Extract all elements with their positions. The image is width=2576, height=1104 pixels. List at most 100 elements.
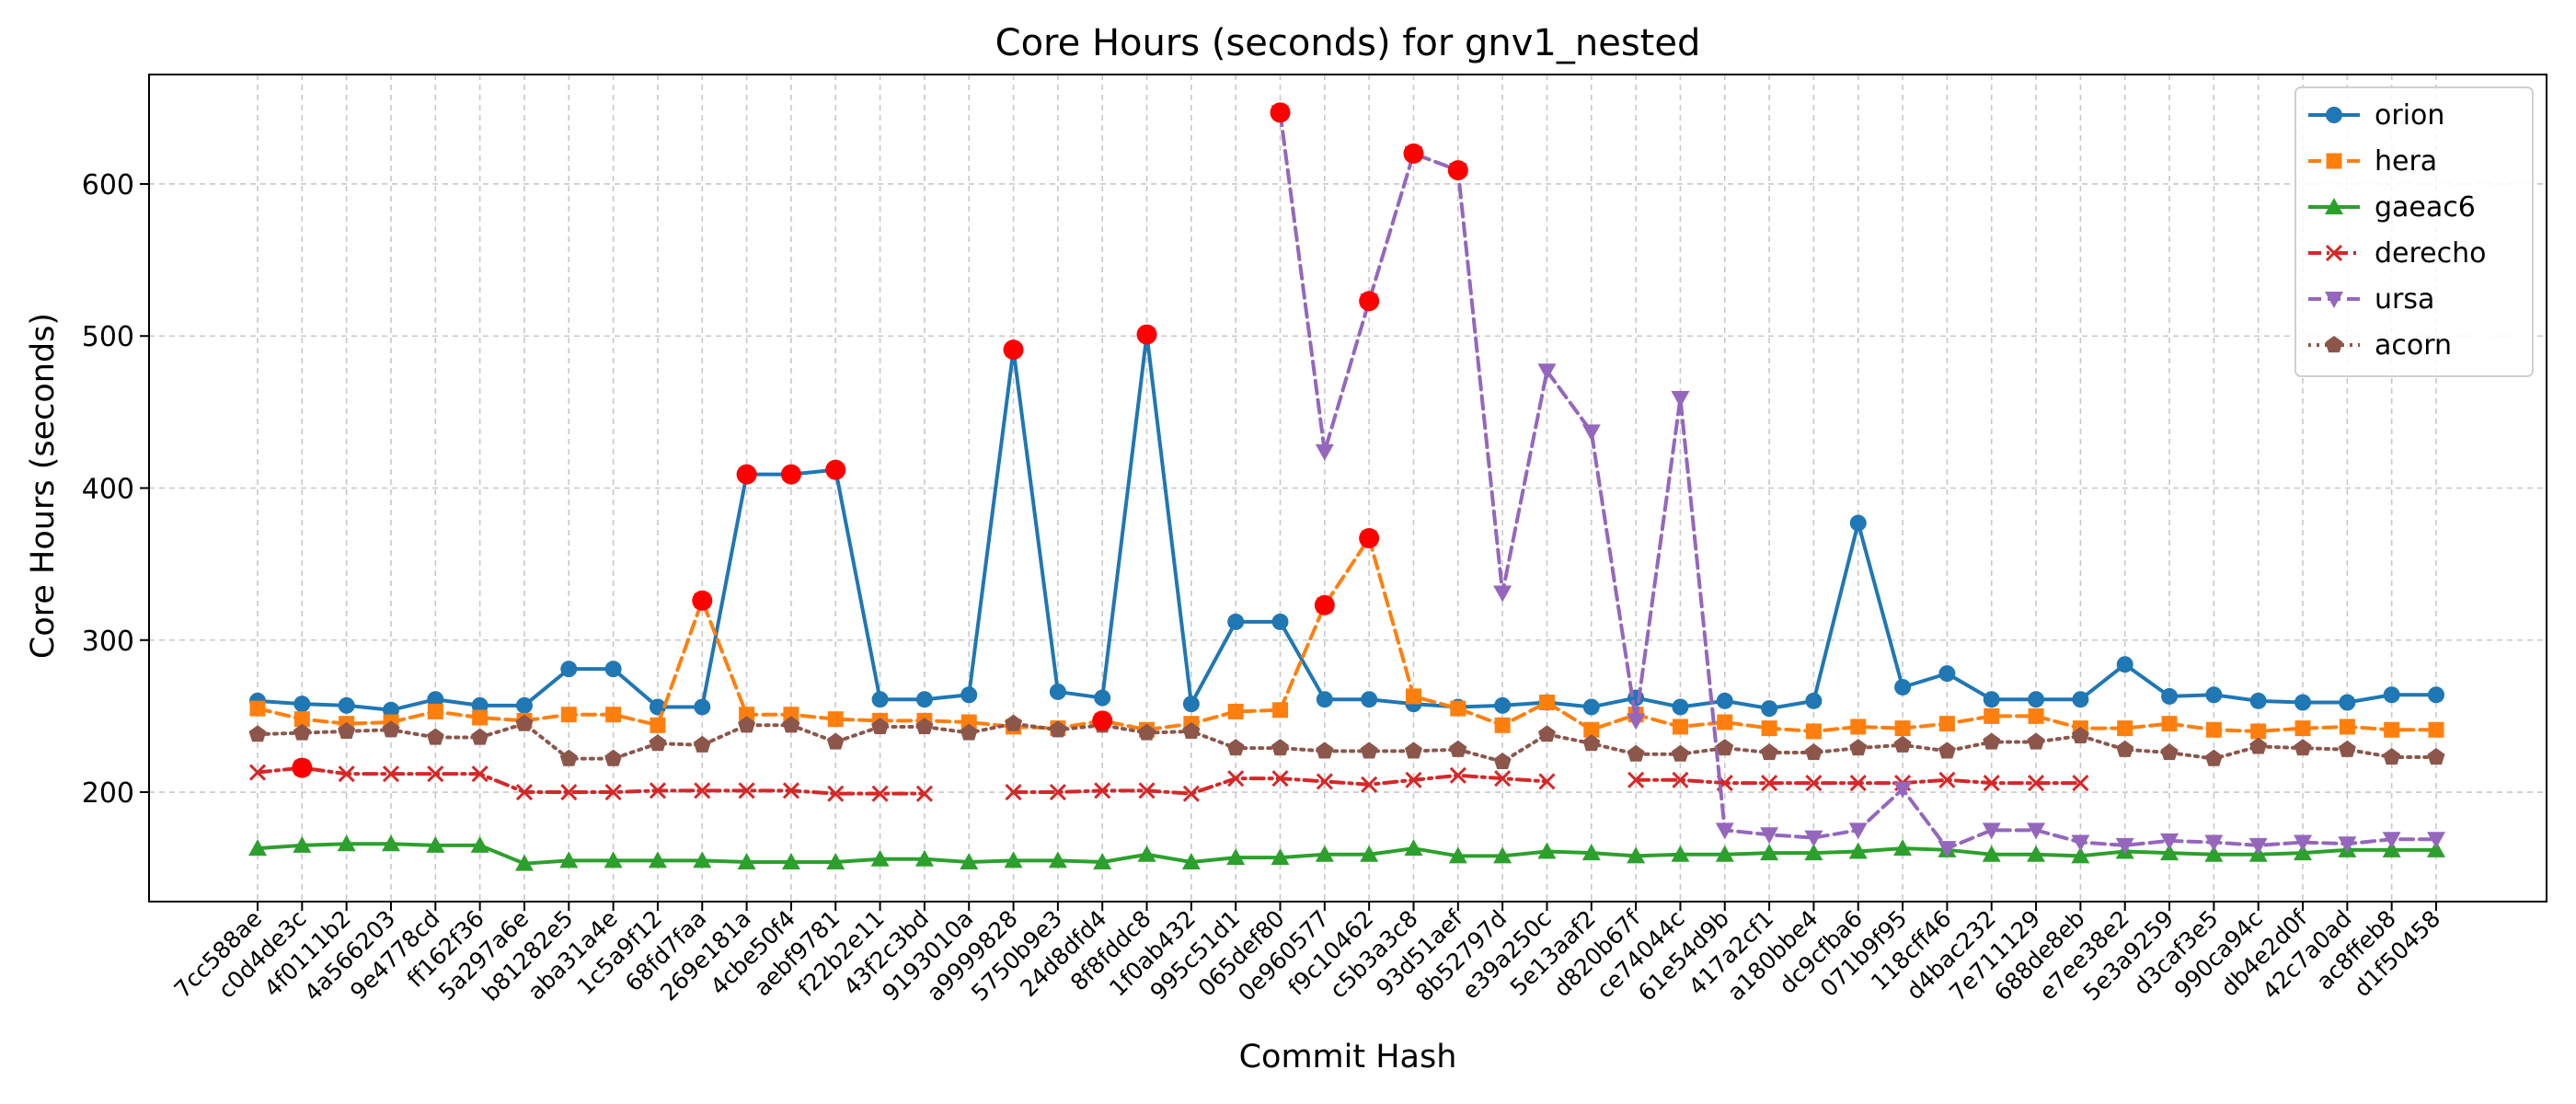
- data-point-gaeac6: [293, 835, 312, 853]
- data-point-hera: [1984, 707, 2000, 724]
- data-point-orion: [2294, 694, 2312, 711]
- data-point-orion: [1983, 691, 2000, 708]
- data-point-orion: [1672, 698, 1689, 716]
- data-point-derecho: [560, 783, 578, 801]
- data-point-acorn: [2071, 726, 2089, 743]
- y-tick-label: 200: [82, 777, 134, 810]
- data-point-orion: [1761, 700, 1778, 718]
- data-point-orion: [2428, 686, 2444, 704]
- data-point-hera: [2250, 723, 2267, 740]
- data-point-gaeac6: [1627, 846, 1646, 864]
- data-point-derecho: [1672, 771, 1689, 788]
- data-point-ursa: [1715, 822, 1734, 840]
- data-point-derecho: [1094, 782, 1111, 799]
- data-point-acorn: [1849, 739, 1868, 756]
- legend-marker: [2326, 107, 2342, 123]
- data-point-ursa: [1893, 781, 1913, 799]
- data-point-acorn: [1582, 734, 1601, 752]
- data-point-ursa: [2115, 837, 2134, 855]
- data-point-hera: [650, 717, 666, 733]
- data-point-derecho: [1405, 771, 1422, 788]
- highlighted-point: [1314, 594, 1335, 615]
- data-point-ursa: [2338, 836, 2357, 854]
- data-point-acorn: [382, 720, 400, 738]
- data-point-acorn: [426, 728, 444, 745]
- data-point-gaeac6: [1448, 846, 1467, 864]
- highlighted-points: [292, 102, 1468, 778]
- data-point-derecho: [1316, 773, 1333, 790]
- data-point-orion: [1227, 613, 1245, 630]
- data-point-orion: [382, 701, 399, 719]
- data-point-acorn: [1627, 744, 1645, 762]
- data-point-gaeac6: [2160, 844, 2179, 861]
- data-point-gaeac6: [737, 853, 756, 870]
- series-line-derecho: [256, 765, 926, 796]
- data-point-derecho: [1761, 775, 1778, 792]
- data-point-acorn: [471, 728, 489, 745]
- data-point-orion: [560, 661, 578, 678]
- data-point-acorn: [559, 749, 578, 766]
- data-point-acorn: [1005, 714, 1023, 731]
- data-point-acorn: [293, 723, 311, 741]
- data-point-hera: [1805, 723, 1822, 740]
- data-point-orion: [1271, 613, 1289, 630]
- data-point-derecho: [515, 783, 534, 801]
- data-point-derecho: [1938, 771, 1956, 788]
- data-point-acorn: [782, 716, 800, 733]
- data-point-hera: [427, 703, 443, 719]
- legend-item-gaeac6: gaeac6: [2308, 191, 2476, 224]
- highlighted-point: [1092, 710, 1113, 731]
- y-axis-label: Core Hours (seconds): [25, 313, 62, 659]
- data-point-hera: [783, 707, 799, 723]
- data-point-ursa: [2248, 837, 2268, 855]
- data-point-orion: [1494, 696, 1512, 714]
- data-point-orion: [1938, 665, 1956, 683]
- data-point-orion: [871, 691, 889, 708]
- data-point-acorn: [826, 732, 845, 750]
- data-point-derecho: [1049, 783, 1066, 801]
- data-point-hera: [2294, 720, 2311, 737]
- data-point-derecho: [1849, 775, 1867, 792]
- highlighted-point: [1447, 160, 1468, 181]
- data-point-orion: [2339, 694, 2356, 711]
- legend-label: derecho: [2375, 237, 2487, 270]
- legend-label: acorn: [2375, 329, 2452, 362]
- data-point-derecho: [1449, 766, 1466, 784]
- data-point-gaeac6: [1760, 844, 1779, 861]
- data-point-acorn: [248, 725, 267, 742]
- data-point-derecho: [2027, 775, 2045, 792]
- data-point-ursa: [2027, 822, 2046, 840]
- data-point-hera: [1272, 702, 1289, 719]
- data-point-hera: [1938, 716, 1955, 732]
- data-point-hera: [1894, 720, 1911, 737]
- data-point-orion: [2383, 686, 2400, 704]
- data-point-ursa: [1671, 390, 1690, 408]
- data-point-ursa: [1938, 841, 1957, 858]
- data-point-acorn: [1493, 752, 1512, 770]
- data-point-gaeac6: [337, 834, 356, 852]
- data-point-gaeac6: [559, 851, 579, 868]
- data-point-derecho: [915, 785, 933, 802]
- data-point-acorn: [1182, 721, 1201, 740]
- data-point-hera: [1717, 714, 1733, 730]
- data-point-gaeac6: [1671, 845, 1690, 862]
- data-point-acorn: [2249, 737, 2268, 754]
- data-point-acorn: [1983, 732, 2001, 750]
- data-point-gaeac6: [2204, 845, 2224, 862]
- data-point-hera: [739, 707, 755, 723]
- data-point-ursa: [1804, 830, 1823, 847]
- series-gaeac6: [248, 834, 2445, 871]
- data-point-gaeac6: [1715, 845, 1734, 862]
- data-point-ursa: [2382, 832, 2401, 849]
- data-point-acorn: [2294, 739, 2312, 756]
- data-point-ursa: [2160, 833, 2179, 850]
- data-point-hera: [1761, 720, 1777, 737]
- legend-item-orion: orion: [2308, 99, 2444, 132]
- y-tick-label: 500: [82, 321, 134, 353]
- data-point-ursa: [1493, 585, 1512, 603]
- highlighted-point: [1359, 291, 1380, 312]
- data-point-hera: [472, 709, 489, 726]
- legend: orion hera gaeac6 derecho ursa acorn: [2294, 86, 2534, 377]
- legend-label: orion: [2375, 99, 2444, 132]
